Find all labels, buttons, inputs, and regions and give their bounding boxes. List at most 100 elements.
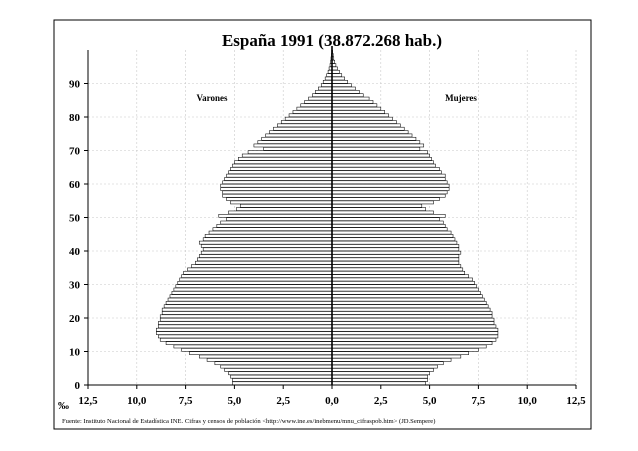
bar-mujeres <box>331 378 428 382</box>
bar-mujeres <box>331 170 442 175</box>
bar-varones <box>322 80 333 84</box>
bar-mujeres <box>331 143 425 148</box>
bar-varones <box>220 220 333 225</box>
bar-mujeres <box>331 113 389 118</box>
bar-mujeres <box>331 240 458 245</box>
bar-mujeres <box>331 321 495 325</box>
bar-varones <box>159 317 333 322</box>
bar-varones <box>161 311 333 315</box>
y-tick-label: 80 <box>69 112 81 124</box>
bar-varones <box>288 113 333 118</box>
y-tick-label: 60 <box>69 179 81 191</box>
bar-varones <box>165 341 333 345</box>
bar-mujeres <box>331 167 440 171</box>
legend-label-mujeres: Mujeres <box>445 93 477 103</box>
bar-mujeres <box>331 317 495 322</box>
bar-varones <box>179 277 333 282</box>
bar-mujeres <box>331 361 444 366</box>
bar-varones <box>277 123 333 128</box>
bar-mujeres <box>331 364 438 369</box>
bar-mujeres <box>331 368 434 372</box>
bar-varones <box>292 110 333 114</box>
y-tick-label: 90 <box>69 79 81 91</box>
bar-mujeres <box>331 133 413 138</box>
bar-varones <box>304 100 333 104</box>
bar-varones <box>226 197 333 201</box>
bar-mujeres <box>331 244 460 248</box>
bar-varones <box>315 90 333 94</box>
bar-varones <box>214 361 333 366</box>
bar-mujeres <box>331 230 452 235</box>
bar-mujeres <box>331 341 493 345</box>
bar-mujeres <box>331 150 428 154</box>
bar-varones <box>206 358 333 362</box>
bar-mujeres <box>331 274 469 278</box>
bar-mujeres <box>331 354 462 359</box>
bar-mujeres <box>331 136 417 141</box>
bar-mujeres <box>331 381 426 386</box>
bar-varones <box>167 297 333 302</box>
bar-varones <box>183 270 333 275</box>
x-tick-label: 10,0 <box>518 395 538 407</box>
bar-varones <box>230 374 333 379</box>
bar-mujeres <box>331 120 397 124</box>
bar-varones <box>280 120 333 124</box>
bar-varones <box>163 304 333 309</box>
bar-varones <box>300 103 333 108</box>
bar-varones <box>173 344 333 349</box>
bar-varones <box>198 354 333 359</box>
bar-varones <box>320 83 333 87</box>
bar-varones <box>204 234 333 238</box>
bar-mujeres <box>331 314 493 319</box>
bar-varones <box>156 327 333 332</box>
bar-varones <box>222 193 333 198</box>
x-tick-label: 12,5 <box>78 395 98 407</box>
bar-mujeres <box>331 96 370 101</box>
bar-varones <box>165 301 333 305</box>
bar-mujeres <box>331 66 338 71</box>
bar-mujeres <box>331 247 460 252</box>
bar-mujeres <box>331 270 466 275</box>
bar-mujeres <box>331 80 348 84</box>
bar-mujeres <box>331 351 469 355</box>
bar-varones <box>156 331 333 335</box>
bar-varones <box>173 287 333 292</box>
bar-varones <box>247 150 333 154</box>
bar-varones <box>318 86 333 91</box>
bar-varones <box>157 324 333 329</box>
bar-mujeres <box>331 193 446 198</box>
bar-varones <box>175 284 333 288</box>
y-tick-label: 70 <box>69 146 81 158</box>
source-note: Fuente: Instituto Nacional de Estadístic… <box>62 418 435 425</box>
bar-varones <box>324 76 333 81</box>
bar-mujeres <box>331 76 345 81</box>
bar-mujeres <box>331 217 440 221</box>
bar-varones <box>159 314 333 319</box>
bar-mujeres <box>331 210 434 215</box>
bar-varones <box>241 153 333 158</box>
bar-mujeres <box>331 126 405 131</box>
bar-varones <box>220 364 333 369</box>
bar-mujeres <box>331 284 477 288</box>
bar-varones <box>269 130 333 134</box>
bar-mujeres <box>331 83 352 87</box>
x-tick-label: 5,0 <box>228 395 242 407</box>
bar-varones <box>220 183 333 188</box>
bar-mujeres <box>331 110 385 114</box>
bar-mujeres <box>331 103 378 108</box>
bar-mujeres <box>331 200 434 205</box>
bar-mujeres <box>331 301 487 305</box>
bar-varones <box>191 264 333 268</box>
bar-mujeres <box>331 147 421 151</box>
bar-mujeres <box>331 177 446 181</box>
bar-varones <box>238 157 333 161</box>
bar-mujeres <box>331 371 430 376</box>
bar-mujeres <box>331 180 448 185</box>
bar-varones <box>189 351 333 355</box>
bar-varones <box>257 140 333 144</box>
bar-mujeres <box>331 163 436 168</box>
bar-mujeres <box>331 254 460 258</box>
bar-mujeres <box>331 190 448 195</box>
bar-mujeres <box>331 116 393 121</box>
bar-varones <box>200 250 333 255</box>
